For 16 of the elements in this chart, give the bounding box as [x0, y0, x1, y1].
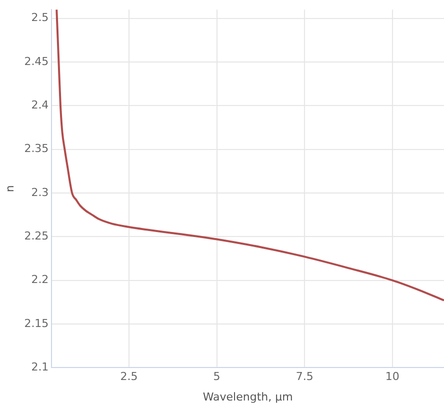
y-axis-title: n	[3, 185, 16, 192]
y-tick-label: 2.5	[31, 11, 49, 24]
y-tick-label: 2.3	[31, 186, 49, 199]
line-series	[56, 10, 444, 302]
x-tick-label: 7.5	[296, 370, 314, 384]
x-tick-label: 2.5	[120, 370, 138, 384]
x-axis-title: Wavelength, μm	[202, 390, 293, 404]
y-tick-label: 2.1	[31, 360, 49, 374]
y-tick-label: 2.45	[24, 54, 49, 68]
x-tick-label: 10	[385, 370, 400, 384]
x-tick-label: 5	[213, 370, 220, 384]
y-tick-label: 2.4	[31, 98, 49, 112]
y-tick-label: 2.25	[24, 229, 49, 242]
y-tick-label: 2.2	[31, 273, 49, 286]
y-tick-label: 2.35	[24, 142, 49, 156]
y-tick-label: 2.15	[24, 316, 49, 330]
